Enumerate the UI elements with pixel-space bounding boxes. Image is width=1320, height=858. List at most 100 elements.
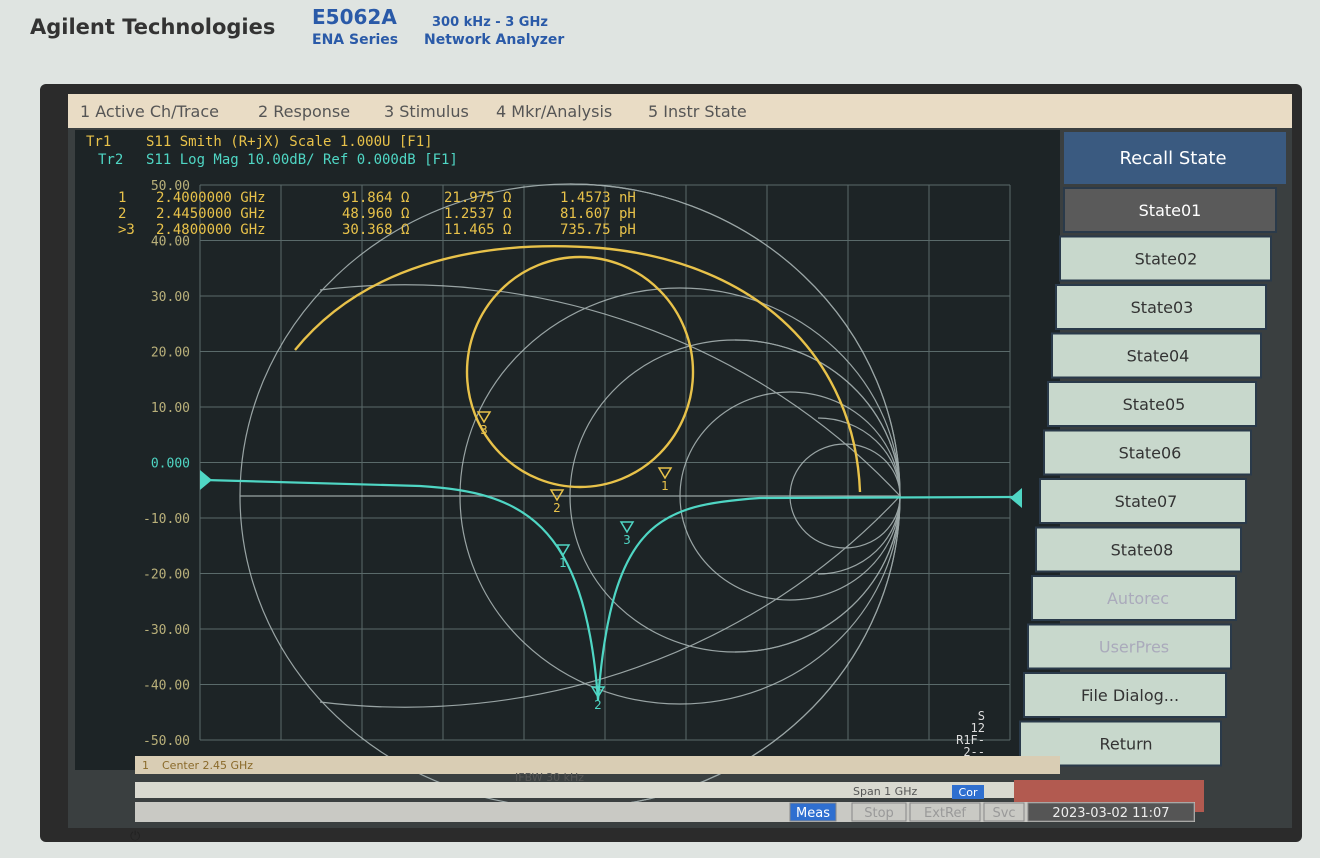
channel-bar <box>135 756 1060 774</box>
trace-2-label[interactable]: Tr2 <box>98 152 123 168</box>
smith-chart <box>239 183 901 809</box>
softkey[interactable] <box>1063 187 1277 233</box>
softkey-label[interactable]: UserPres <box>1099 638 1169 657</box>
series: ENA Series <box>312 32 398 48</box>
y-axis-label: -40.00 <box>143 679 190 694</box>
marker-readout: 2 <box>118 206 126 222</box>
brand: Agilent Technologies <box>30 15 275 39</box>
y-axis-label: 40.00 <box>151 235 190 250</box>
smith-trace <box>294 245 862 493</box>
marker-readout: 2.4450000 GHz <box>156 206 266 222</box>
softkey-title-box <box>1064 132 1286 184</box>
softkey-label[interactable]: State08 <box>1111 541 1174 560</box>
softkey[interactable] <box>1059 235 1272 282</box>
status-stop: Stop <box>864 806 894 821</box>
trace-status: 2-- <box>963 745 985 759</box>
marker-readout: 48.960 Ω <box>342 206 409 222</box>
freq-range: 300 kHz - 3 GHz <box>432 15 548 30</box>
marker-readout: 1.4573 nH <box>560 190 636 206</box>
channel-number: 1 <box>142 759 149 772</box>
menu-bar <box>68 94 1292 128</box>
trace-1-label[interactable]: Tr1 <box>86 134 111 150</box>
status-box <box>1027 802 1195 822</box>
status-box <box>983 802 1025 822</box>
menu-item[interactable]: 5 Instr State <box>648 102 747 121</box>
softkey-label[interactable]: State01 <box>1139 201 1202 220</box>
y-axis-label: 50.00 <box>151 179 190 194</box>
softkey[interactable] <box>1039 478 1247 524</box>
marker-readout: 30.368 Ω <box>342 222 409 238</box>
y-axis-label: 30.00 <box>151 290 190 305</box>
softkey[interactable] <box>1031 575 1237 621</box>
status-box <box>909 802 981 822</box>
ifbw: IFBW 30 kHz <box>515 771 584 784</box>
softkey-label[interactable]: File Dialog... <box>1081 686 1179 705</box>
cor-box <box>952 785 984 799</box>
menu-item[interactable]: 1 Active Ch/Trace <box>80 102 219 121</box>
y-axis-label: -20.00 <box>143 568 190 583</box>
softkey[interactable] <box>1023 672 1227 718</box>
softkey[interactable] <box>1027 623 1232 670</box>
status-svc: Svc <box>992 806 1015 821</box>
menu-item[interactable]: 4 Mkr/Analysis <box>496 102 612 121</box>
marker-triangle <box>657 467 673 480</box>
ref-marker-right <box>1010 488 1022 508</box>
softkey-label[interactable]: State03 <box>1131 298 1194 317</box>
trace-status: S <box>978 709 985 723</box>
ref-marker-left <box>200 470 212 490</box>
info-bar <box>135 782 1060 798</box>
marker-readout: 91.864 Ω <box>342 190 409 206</box>
product: Network Analyzer <box>424 32 564 48</box>
softkey[interactable] <box>1051 332 1262 379</box>
status-meas[interactable]: Meas <box>796 806 830 821</box>
softkey[interactable] <box>1035 526 1242 573</box>
cor: Cor <box>959 786 978 799</box>
logmag-trace <box>204 478 1016 701</box>
trace-status: 12 <box>971 721 985 735</box>
softkey-label[interactable]: State05 <box>1123 395 1186 414</box>
softkey-label[interactable]: State06 <box>1119 444 1182 463</box>
marker-readout: 2.4000000 GHz <box>156 190 266 206</box>
y-axis-label: -50.00 <box>143 734 190 749</box>
softkey[interactable] <box>1055 284 1267 330</box>
y-axis-label: 10.00 <box>151 401 190 416</box>
y-axis-label: -30.00 <box>143 623 190 638</box>
menu-item[interactable]: 3 Stimulus <box>384 102 469 121</box>
marker-triangle <box>549 489 565 502</box>
status-box <box>851 802 907 822</box>
marker-triangle <box>619 521 635 534</box>
softkey[interactable] <box>1047 381 1257 427</box>
softkey-label[interactable]: State04 <box>1127 347 1190 366</box>
softkey-label[interactable]: Return <box>1099 735 1152 754</box>
menu-item[interactable]: 2 Response <box>258 102 350 121</box>
marker-readout: >3 <box>118 222 135 238</box>
marker-readout: 1.2537 Ω <box>444 206 511 222</box>
center-freq: Center 2.45 GHz <box>162 759 253 772</box>
y-axis-label: 20.00 <box>151 346 190 361</box>
softkey-label[interactable]: Autorec <box>1107 589 1169 608</box>
status-box <box>789 802 837 822</box>
trace-status: R1F- <box>956 733 985 747</box>
marker-readout: 1 <box>118 190 126 206</box>
marker-number: 3 <box>480 423 488 437</box>
power-symbol: ⏻ <box>130 829 140 844</box>
marker-number: 1 <box>559 556 567 570</box>
marker-number: 2 <box>553 501 561 515</box>
status-extref: ExtRef <box>924 806 966 821</box>
marker-triangle <box>555 544 571 557</box>
graph-area <box>75 130 1060 770</box>
softkey-label[interactable]: State07 <box>1115 492 1178 511</box>
marker-triangle <box>476 411 492 424</box>
softkey[interactable] <box>1043 429 1252 476</box>
span: Span 1 GHz <box>853 785 917 798</box>
softkey-label[interactable]: State02 <box>1135 250 1198 269</box>
model: E5062A <box>312 5 397 29</box>
y-axis-label: 0.000 <box>151 457 190 472</box>
marker-readout: 735.75 pH <box>560 222 636 238</box>
marker-number: 3 <box>623 533 631 547</box>
marker-number: 2 <box>594 698 602 712</box>
marker-number: 1 <box>661 479 669 493</box>
marker-readout: 21.975 Ω <box>444 190 511 206</box>
